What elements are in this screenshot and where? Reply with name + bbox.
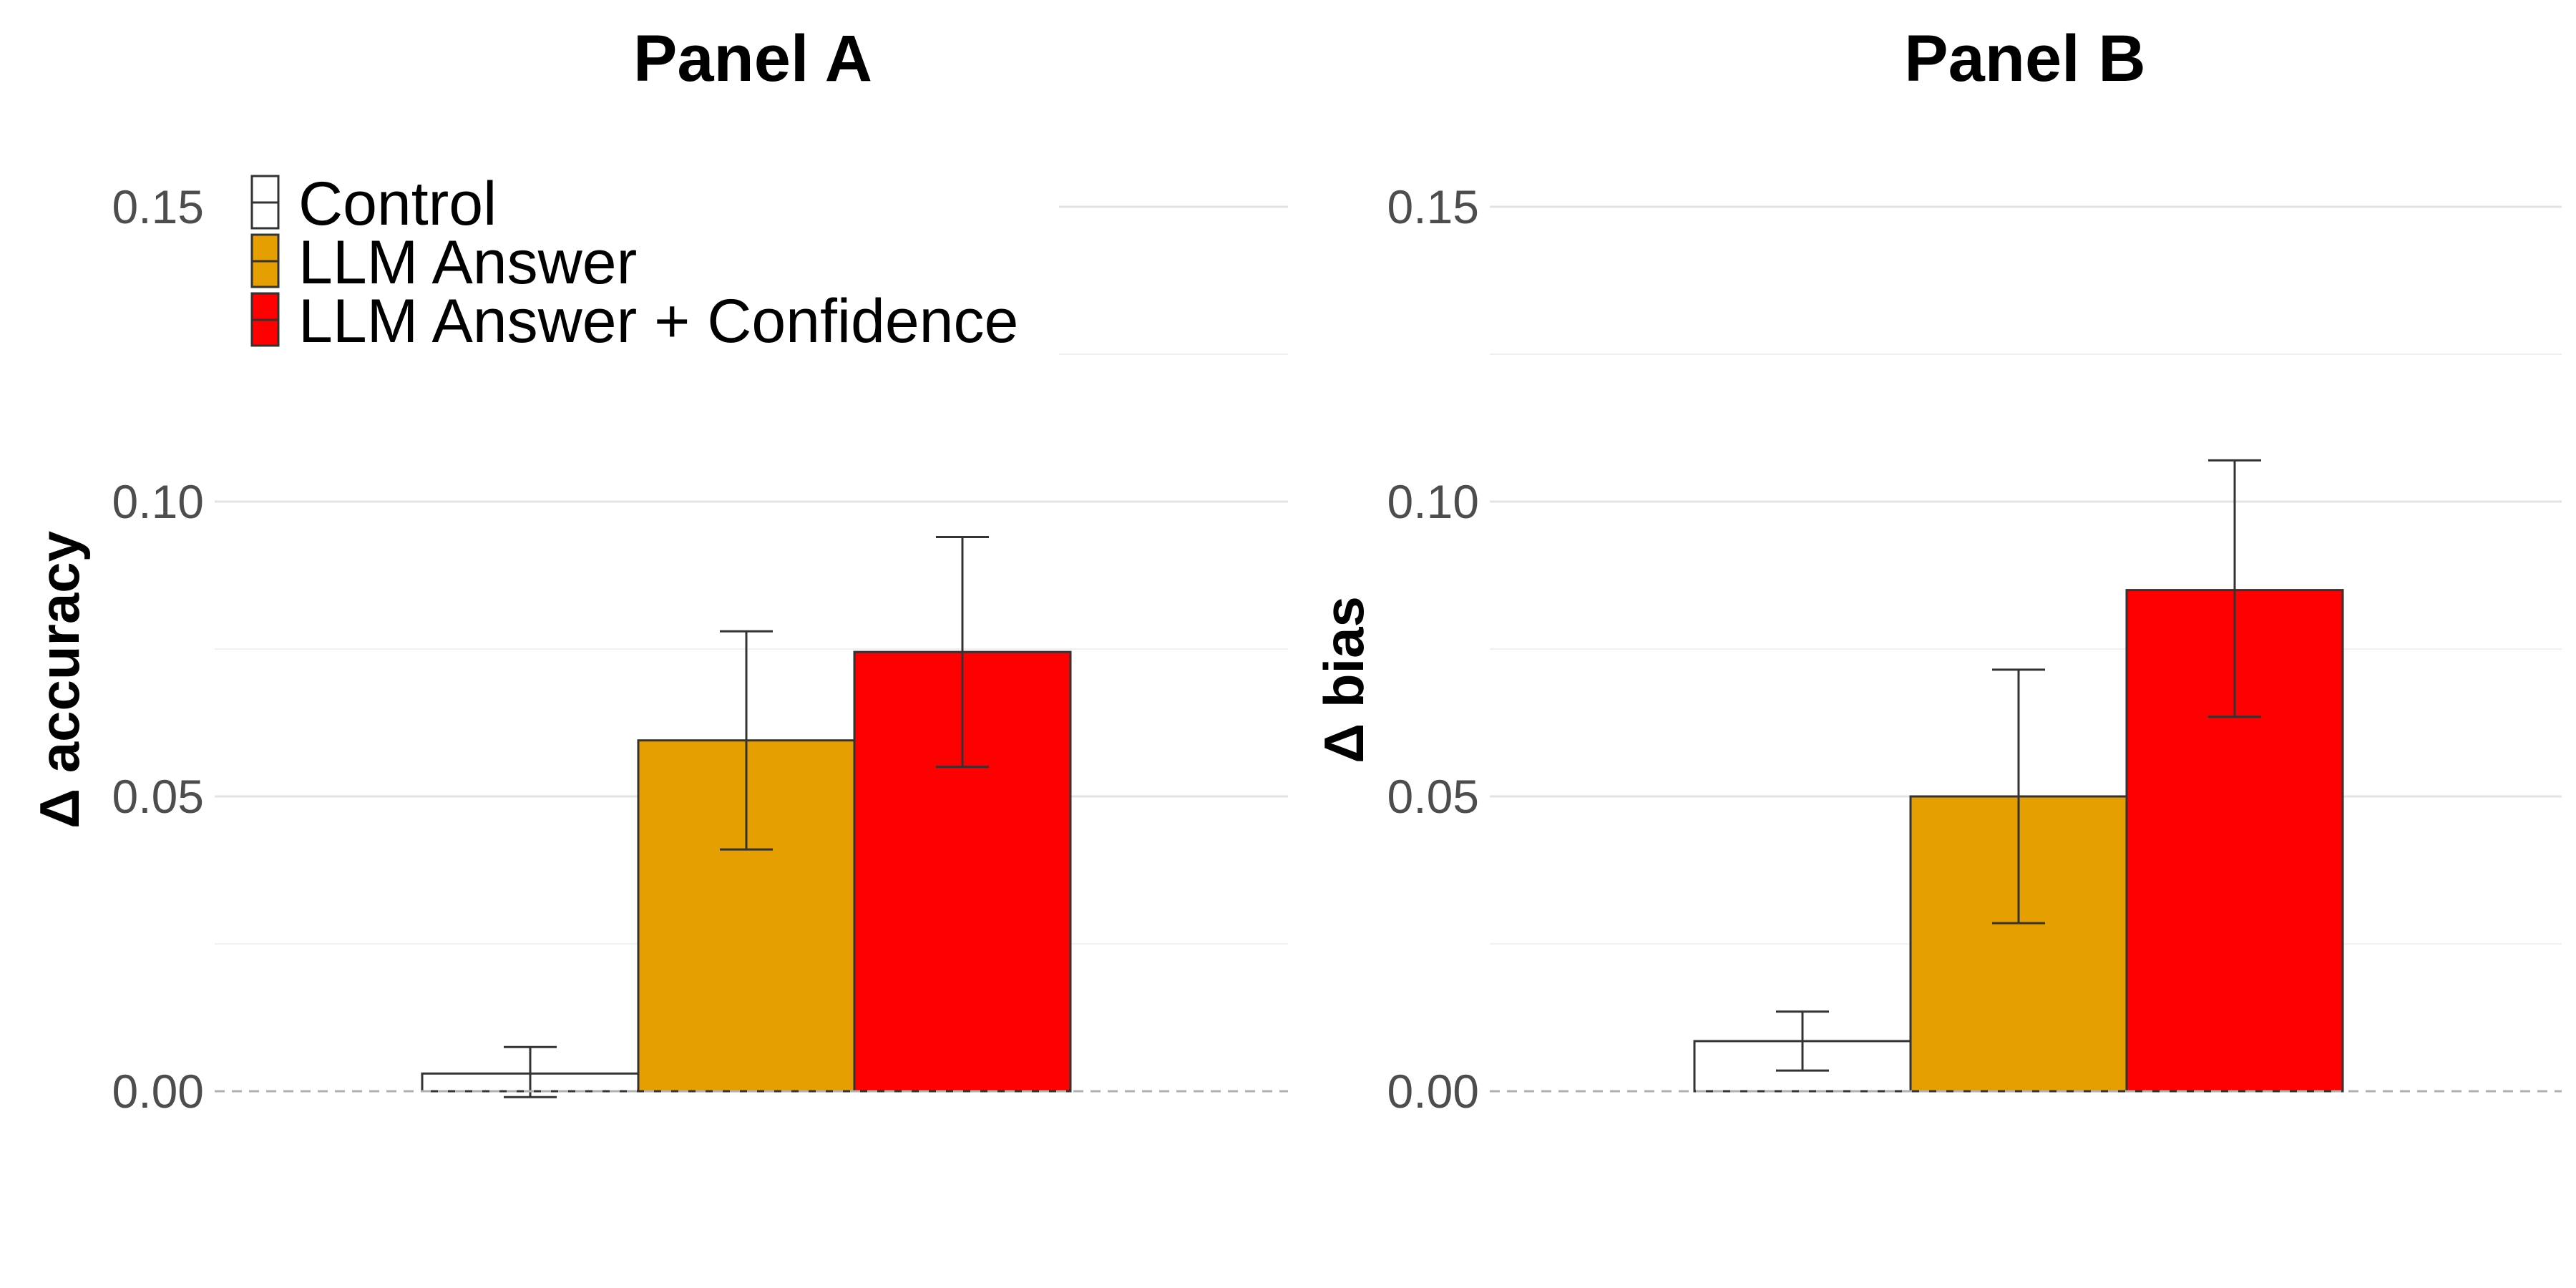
panel-b-errorbar-control <box>1776 1010 1829 1072</box>
panel-b-ylabel: Δ bias <box>1312 596 1375 763</box>
panel-a: 0.00 0.05 0.10 0.15 Panel A Δ accuracy <box>28 22 1288 1118</box>
panel-b-ytick-label: 0.15 <box>1387 180 1479 233</box>
legend-item-llm-answer-confidence: LLM Answer + Confidence <box>250 287 1018 356</box>
panel-a-ylabel: Δ accuracy <box>28 531 91 829</box>
panel-a-errorbar-llm-answer-confidence <box>936 535 989 769</box>
panel-a-errorbar-llm-answer <box>720 630 773 851</box>
panel-a-errorbars <box>504 535 989 1098</box>
panel-b: 0.00 0.05 0.10 0.15 Panel B Δ bias <box>1312 22 2562 1118</box>
legend-item-llm-answer: LLM Answer <box>250 228 637 297</box>
panel-b-ticks: 0.00 0.05 0.10 0.15 <box>1387 180 1479 1118</box>
legend-item-control: Control <box>250 170 497 238</box>
panel-b-ytick-label: 0.10 <box>1387 475 1479 528</box>
legend-background <box>215 168 1059 356</box>
legend: Control LLM Answer LLM Answer + Confiden… <box>215 168 1059 356</box>
legend-label-llm-answer-confidence: LLM Answer + Confidence <box>298 287 1018 356</box>
legend-label-control: Control <box>298 170 497 238</box>
panel-b-ytick-label: 0.05 <box>1387 770 1479 823</box>
panel-b-errorbar-llm-answer <box>1992 668 2045 924</box>
panel-a-ytick-label: 0.00 <box>112 1065 204 1118</box>
panel-a-ytick-label: 0.10 <box>112 475 204 528</box>
panel-a-ytick-label: 0.05 <box>112 770 204 823</box>
panel-a-errorbar-control <box>504 1045 557 1098</box>
panel-b-errorbars <box>1776 459 2261 1072</box>
panel-b-title: Panel B <box>1904 22 2145 95</box>
panel-a-title: Panel A <box>633 22 872 95</box>
panel-b-errorbar-llm-answer-confidence <box>2208 459 2261 718</box>
legend-label-llm-answer: LLM Answer <box>298 228 637 297</box>
panel-b-ytick-label: 0.00 <box>1387 1065 1479 1118</box>
panel-a-ytick-label: 0.15 <box>112 180 204 233</box>
panel-a-ticks: 0.00 0.05 0.10 0.15 <box>112 180 204 1118</box>
